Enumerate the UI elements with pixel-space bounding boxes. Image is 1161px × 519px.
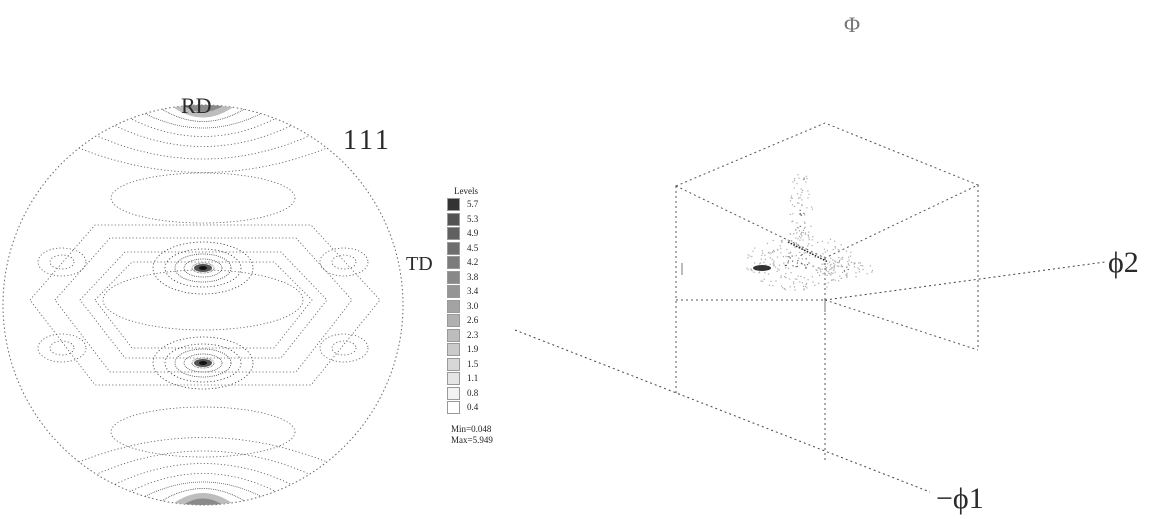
legend-max: Max=5.949 <box>451 435 493 445</box>
oval-lower <box>110 406 296 458</box>
legend-level: 5.3 <box>467 213 479 224</box>
levels-legend: Levels 5.7 5.3 4.9 4.5 4.2 3.8 3.4 3.0 2.6 2.3 1.9… <box>447 186 527 456</box>
legend-swatch <box>447 343 460 356</box>
legend-swatch <box>447 314 460 327</box>
legend-level: 1.1 <box>467 373 479 383</box>
legend-swatch <box>447 241 460 255</box>
odf-ridge-line <box>787 241 829 263</box>
legend-level: 1.9 <box>467 344 479 354</box>
legend-level: 1.5 <box>467 358 479 369</box>
legend-level: 3.4 <box>467 286 479 296</box>
top-edge-contours <box>59 107 347 173</box>
legend-swatch <box>447 227 460 240</box>
legend-title: Levels <box>454 186 478 196</box>
legend-level: 0.8 <box>467 387 479 398</box>
legend-swatch <box>447 372 460 385</box>
legend-swatch <box>447 198 460 211</box>
phi1-axis <box>514 329 931 493</box>
box-top-face <box>674 122 980 259</box>
legend-min: Min=0.048 <box>451 424 492 434</box>
phi2-axis <box>824 261 1106 301</box>
phi2-axis-label: ϕ2 <box>1108 246 1139 279</box>
side-lobes <box>37 247 369 363</box>
upper-peak-contours <box>152 241 254 295</box>
legend-swatch <box>447 299 460 313</box>
legend-swatch <box>447 328 460 342</box>
legend-swatch <box>447 256 460 269</box>
legend-swatch <box>447 401 460 414</box>
lower-peak-contours <box>152 336 254 390</box>
odf-peak-left <box>753 265 771 271</box>
rd-label: RD <box>181 93 212 118</box>
bottom-edge-contours <box>59 437 347 503</box>
legend-swatch <box>447 270 460 284</box>
legend-swatch <box>447 357 460 371</box>
legend-swatch <box>447 285 460 298</box>
phi1-axis-label: −ϕ1 <box>936 482 984 515</box>
legend-level: 4.9 <box>467 228 479 238</box>
legend-level: 2.3 <box>467 329 479 340</box>
odf-scatter-cloud <box>746 174 873 291</box>
pole-figure-circle <box>2 104 404 506</box>
legend-swatch <box>447 386 460 400</box>
legend-level: 4.5 <box>467 242 479 253</box>
legend-swatch <box>447 212 460 226</box>
legend-level: 3.0 <box>467 300 479 311</box>
legend-level: 5.7 <box>467 199 479 209</box>
oval-upper <box>110 172 296 224</box>
td-label: TD <box>406 253 433 275</box>
central-contours <box>29 224 381 386</box>
legend-level: 4.2 <box>467 257 479 267</box>
plane-label: 111 <box>343 125 392 156</box>
legend-level: 3.8 <box>467 271 479 282</box>
legend-level: 0.4 <box>467 402 479 412</box>
legend-level: 2.6 <box>467 315 479 325</box>
phi-axis-label: Φ <box>844 12 861 37</box>
box-bottom-right <box>824 299 979 351</box>
